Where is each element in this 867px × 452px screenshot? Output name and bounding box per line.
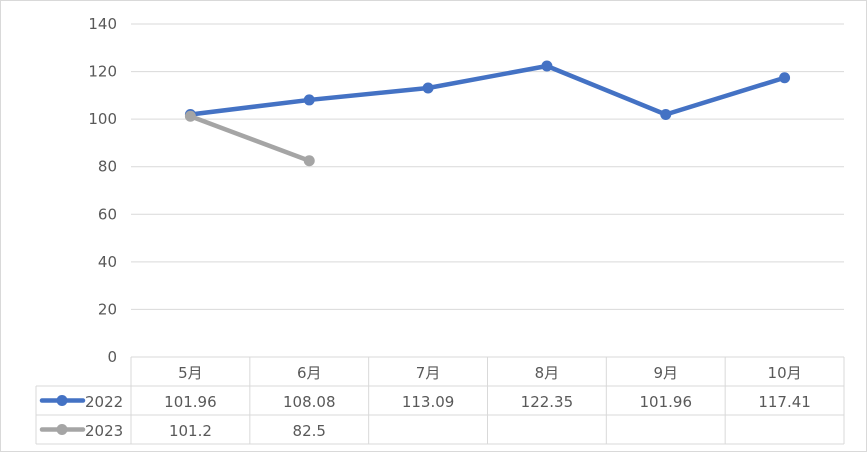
series-line — [188, 114, 312, 164]
y-tick-label: 20 — [98, 300, 117, 318]
y-tick-label: 100 — [88, 110, 117, 128]
y-tick-label: 120 — [88, 63, 117, 81]
data-point — [303, 155, 315, 167]
table-cell-value: 113.09 — [402, 393, 455, 411]
table-cell-value: 108.08 — [283, 393, 336, 411]
table-cell-value: 101.2 — [169, 422, 212, 440]
data-point — [779, 72, 791, 84]
data-point — [660, 108, 672, 120]
legend-label: 2023 — [85, 422, 123, 440]
data-point — [303, 94, 315, 106]
data-point — [541, 60, 553, 72]
y-tick-label: 60 — [98, 205, 117, 223]
x-category-label: 9月 — [653, 364, 678, 382]
data-point — [422, 82, 434, 94]
data-table — [35, 356, 845, 445]
gridlines — [131, 23, 844, 310]
x-category-label: 10月 — [768, 364, 802, 382]
series-line — [188, 63, 787, 117]
table-cell-value: 101.96 — [640, 393, 693, 411]
y-tick-label: 80 — [98, 158, 117, 176]
table-cell-value: 82.5 — [293, 422, 326, 440]
legend-marker — [56, 424, 68, 435]
y-tick-label: 140 — [88, 15, 117, 33]
series-2023 — [184, 110, 315, 167]
table-row-2022: 2022 101.96 108.08 113.09 122.35 101.96 117.41 — [39, 393, 811, 411]
data-point — [184, 110, 196, 122]
table-cell-value: 117.41 — [758, 393, 811, 411]
table-row-2023: 2023 101.2 82.5 — [39, 422, 326, 440]
legend-marker — [56, 395, 68, 406]
y-tick-label: 40 — [98, 253, 117, 271]
table-cell-value: 101.96 — [164, 393, 217, 411]
x-axis-categories: 5月 6月 7月 8月 9月 10月 — [178, 364, 801, 382]
y-axis-ticks: 0 20 40 60 80 100 120 140 — [88, 15, 117, 366]
table-cell-value: 122.35 — [521, 393, 574, 411]
x-category-label: 5月 — [178, 364, 203, 382]
x-category-label: 6月 — [297, 364, 322, 382]
legend-label: 2022 — [85, 393, 123, 411]
x-category-label: 7月 — [416, 364, 441, 382]
y-tick-label: 0 — [107, 348, 117, 366]
x-category-label: 8月 — [535, 364, 560, 382]
